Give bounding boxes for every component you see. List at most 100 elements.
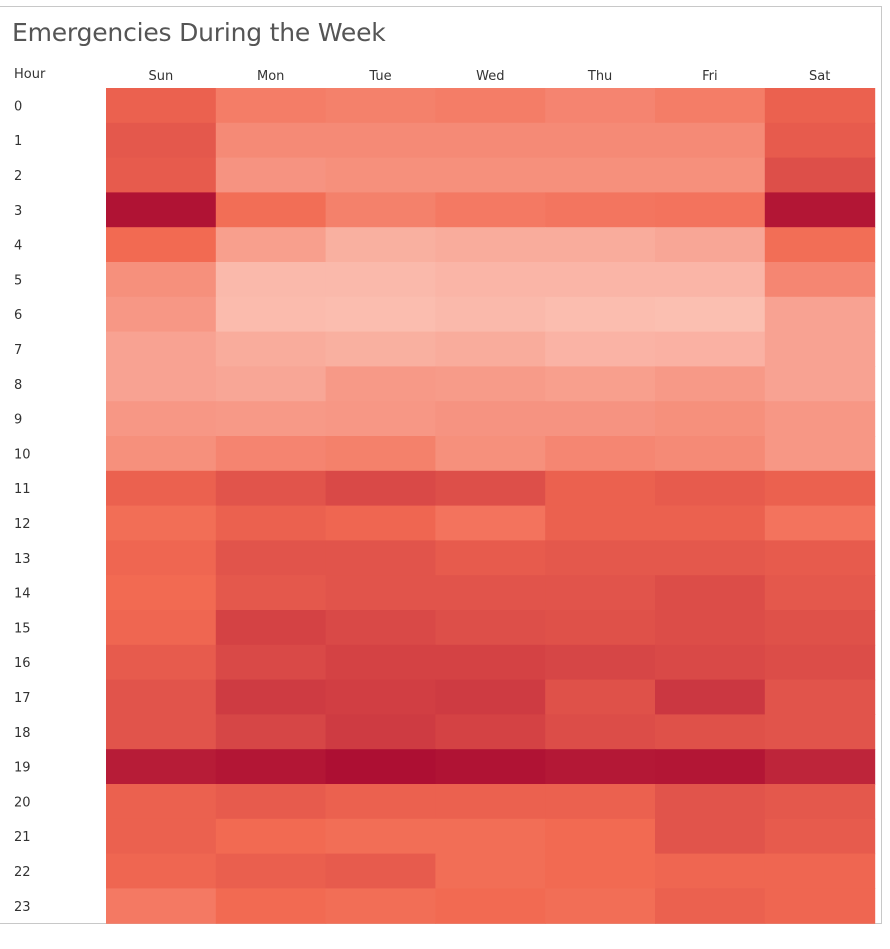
cell-mon-13 [215,540,327,576]
cell-sat-3 [764,192,876,228]
cell-sun-22 [106,853,217,889]
cell-tue-14 [325,575,436,611]
cell-sat-19 [764,749,876,785]
cell-mon-2 [215,157,327,193]
cell-sun-0 [106,88,217,124]
cell-sat-1 [764,122,876,159]
cell-fri-5 [655,262,766,298]
cell-sun-21 [106,818,217,855]
cell-thu-18 [545,714,656,750]
cell-tue-10 [325,436,436,472]
cell-tue-16 [325,644,436,681]
cell-tue-23 [325,888,436,924]
column-label-thu: Thu [587,69,612,84]
cell-thu-20 [545,784,656,820]
cell-sat-0 [764,88,876,124]
row-header: Hour [14,67,46,82]
row-label-9: 9 [14,413,22,428]
row-label-3: 3 [14,204,22,219]
cell-mon-7 [215,331,327,367]
row-label-11: 11 [14,482,31,497]
cell-fri-12 [655,505,766,541]
cell-fri-7 [655,331,766,367]
cell-tue-3 [325,192,436,228]
cell-sun-13 [106,540,217,576]
cell-thu-6 [545,296,656,333]
cell-tue-18 [325,714,436,750]
cell-wed-12 [435,505,546,541]
cell-sat-16 [764,644,876,681]
cell-tue-6 [325,296,436,333]
row-label-18: 18 [14,726,31,741]
cell-wed-4 [435,227,546,263]
cell-thu-4 [545,227,656,263]
cell-fri-13 [655,540,766,576]
cell-tue-8 [325,366,436,402]
cell-wed-23 [435,888,546,924]
row-label-8: 8 [14,378,22,393]
cell-wed-16 [435,644,546,681]
cell-sat-21 [764,818,876,855]
cell-mon-9 [215,401,327,437]
cell-fri-16 [655,644,766,681]
cell-thu-10 [545,436,656,472]
cell-sat-20 [764,784,876,820]
heatmap-cells [106,88,876,924]
cell-sun-7 [106,331,217,367]
cell-fri-17 [655,679,766,715]
row-label-15: 15 [14,621,31,636]
cell-fri-18 [655,714,766,750]
row-label-0: 0 [14,99,22,114]
cell-mon-21 [215,818,327,855]
cell-mon-8 [215,366,327,402]
cell-thu-7 [545,331,656,367]
cell-thu-23 [545,888,656,924]
cell-tue-21 [325,818,436,855]
row-label-23: 23 [14,900,31,915]
cell-tue-9 [325,401,436,437]
cell-thu-13 [545,540,656,576]
cell-tue-20 [325,784,436,820]
cell-sat-18 [764,714,876,750]
cell-fri-11 [655,470,766,507]
cell-sun-19 [106,749,217,785]
row-label-10: 10 [14,447,31,462]
cell-fri-1 [655,122,766,159]
cell-tue-15 [325,610,436,646]
cell-fri-14 [655,575,766,611]
cell-mon-17 [215,679,327,715]
cell-sun-18 [106,714,217,750]
cell-tue-1 [325,122,436,159]
cell-sat-6 [764,296,876,333]
cell-sat-15 [764,610,876,646]
cell-wed-11 [435,470,546,507]
cell-wed-0 [435,88,546,124]
cell-tue-12 [325,505,436,541]
cell-sat-2 [764,157,876,193]
cell-wed-20 [435,784,546,820]
row-label-5: 5 [14,273,22,288]
cell-mon-20 [215,784,327,820]
cell-sun-2 [106,157,217,193]
cell-wed-15 [435,610,546,646]
cell-sun-8 [106,366,217,402]
cell-wed-7 [435,331,546,367]
cell-sat-9 [764,401,876,437]
cell-tue-4 [325,227,436,263]
cell-sun-20 [106,784,217,820]
cell-sat-11 [764,470,876,507]
cell-mon-22 [215,853,327,889]
cell-sun-1 [106,122,217,159]
cell-sun-6 [106,296,217,333]
cell-wed-10 [435,436,546,472]
cell-tue-2 [325,157,436,193]
cell-thu-12 [545,505,656,541]
cell-fri-10 [655,436,766,472]
chart-title: Emergencies During the Week [12,18,386,47]
cell-sun-14 [106,575,217,611]
column-label-sat: Sat [809,69,830,84]
cell-sat-12 [764,505,876,541]
row-label-13: 13 [14,552,31,567]
row-label-7: 7 [14,343,22,358]
